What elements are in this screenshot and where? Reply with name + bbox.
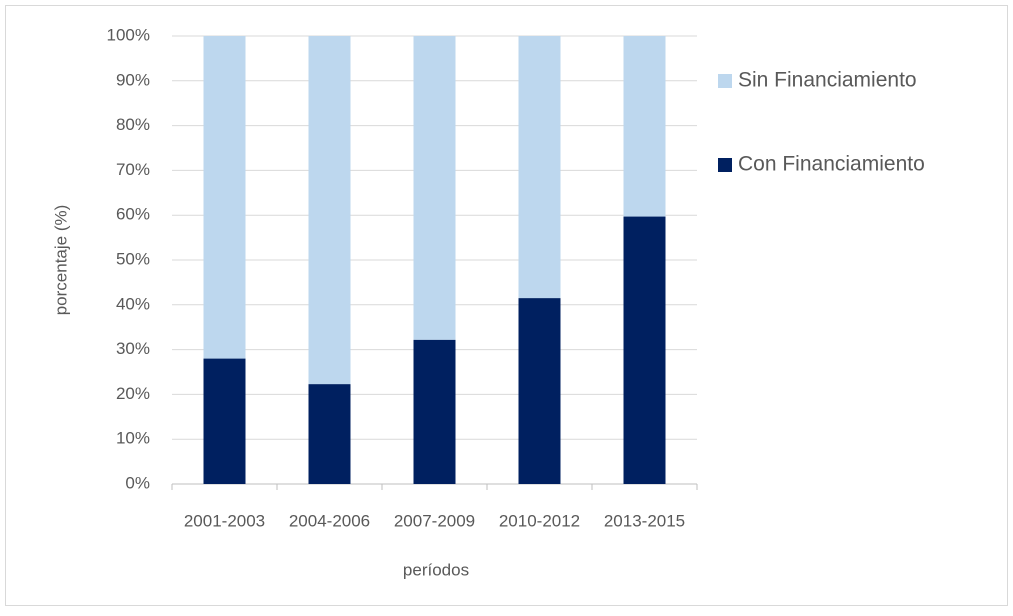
bar-segment (203, 36, 246, 359)
y-tick-label: 90% (116, 70, 150, 89)
y-tick-label: 20% (116, 384, 150, 403)
x-tick-label: 2013-2015 (604, 511, 685, 530)
y-tick-label: 40% (116, 294, 150, 313)
bar-segment (518, 36, 561, 299)
y-tick-label: 0% (125, 473, 150, 492)
legend-label: Con Financiamiento (738, 153, 925, 176)
legend-label: Sin Financiamiento (738, 69, 917, 92)
legend-swatch (718, 158, 732, 172)
bar-segment (623, 36, 666, 217)
x-tick-label: 2007-2009 (394, 511, 475, 530)
y-tick-label: 70% (116, 160, 150, 179)
y-tick-label: 50% (116, 249, 150, 268)
bar-segment (623, 216, 666, 484)
y-tick-label: 30% (116, 339, 150, 358)
y-axis-title: porcentaje (%) (51, 205, 70, 316)
y-tick-label: 10% (116, 429, 150, 448)
bar-segment (413, 36, 456, 340)
bar-segment (413, 339, 456, 484)
bar-segment (308, 36, 351, 385)
legend-swatch (718, 74, 732, 88)
bar-segment (518, 298, 561, 484)
bar-segment (308, 384, 351, 484)
x-tick-label: 2001-2003 (184, 511, 265, 530)
x-tick-label: 2010-2012 (499, 511, 580, 530)
y-tick-label: 80% (116, 115, 150, 134)
x-tick-label: 2004-2006 (289, 511, 370, 530)
bar-segment (203, 358, 246, 484)
y-tick-label: 60% (116, 205, 150, 224)
x-axis-title: períodos (403, 560, 469, 579)
chart-border (5, 5, 1008, 606)
y-tick-label: 100% (107, 25, 150, 44)
